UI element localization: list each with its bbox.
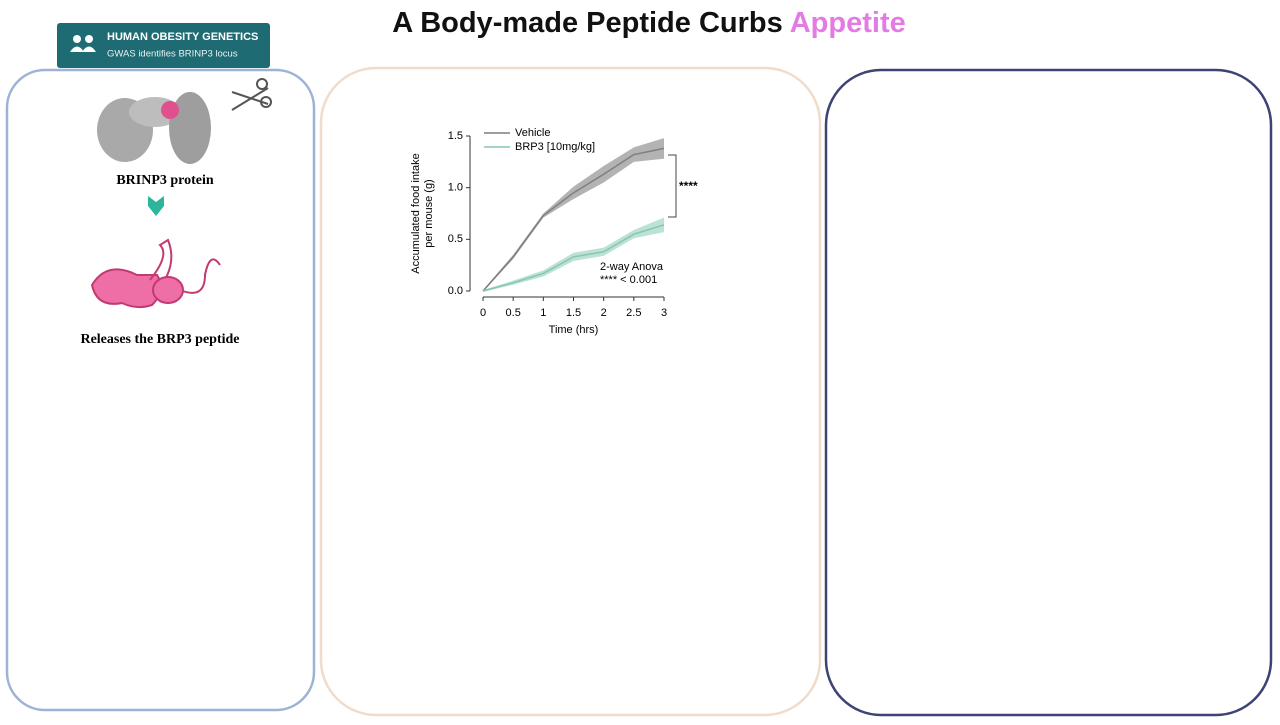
x-tick-label: 1.5 — [566, 307, 581, 319]
right-panel — [824, 68, 1273, 717]
middle-panel — [319, 66, 822, 717]
scissors-icon — [231, 78, 272, 111]
y-tick-label: 1.5 — [448, 130, 463, 142]
error-band — [483, 217, 664, 293]
title-highlight: Appetite — [790, 7, 906, 39]
y-axis-label: Accumulated food intake — [410, 153, 422, 273]
badge-title: HUMAN OBESITY GENETICS — [107, 31, 258, 43]
peptide-drawing — [90, 238, 221, 309]
protein-structure — [97, 92, 211, 164]
error-band — [483, 138, 664, 293]
chart: 0.0 0.5 1.0 1.5 0 0.5 1 1.5 2 2.5 3 Time (hrs) Accum… — [410, 127, 698, 336]
down-arrow — [148, 196, 164, 216]
x-axis-label: Time (hrs) — [549, 324, 599, 336]
y-tick-label: 0.5 — [448, 233, 463, 245]
x-tick-label: 2 — [601, 307, 607, 319]
left-panel — [5, 68, 316, 712]
protein-label: BRINP3 protein — [116, 173, 214, 188]
badge-subtitle: GWAS identifies BRINP3 locus — [107, 49, 238, 60]
x-tick-label: 3 — [661, 307, 667, 319]
series-line — [482, 224, 665, 292]
x-tick-label: 0.5 — [506, 307, 521, 319]
series-line — [482, 147, 665, 292]
peptide-label: Releases the BRP3 peptide — [80, 332, 239, 347]
annotation: **** < 0.001 — [600, 274, 657, 286]
people-icon — [70, 35, 96, 52]
significance-bracket — [668, 154, 677, 218]
y-axis-label: per mouse (g) — [423, 179, 435, 247]
y-tick-label: 0.0 — [448, 285, 463, 297]
legend-label: BRP3 [10mg/kg] — [515, 141, 595, 153]
y-tick-label: 1.0 — [448, 182, 463, 194]
slide-title: A Body-made Peptide Curbs Appetite — [392, 7, 905, 39]
badge — [57, 23, 270, 68]
x-tick-label: 2.5 — [626, 307, 641, 319]
x-tick-label: 1 — [540, 307, 546, 319]
title-part: A Body-made Peptide Curbs — [392, 7, 789, 39]
annotation: 2-way Anova — [600, 261, 664, 273]
legend-label: Vehicle — [515, 127, 550, 139]
x-tick-label: 0 — [480, 307, 486, 319]
annotation: **** — [679, 179, 698, 193]
